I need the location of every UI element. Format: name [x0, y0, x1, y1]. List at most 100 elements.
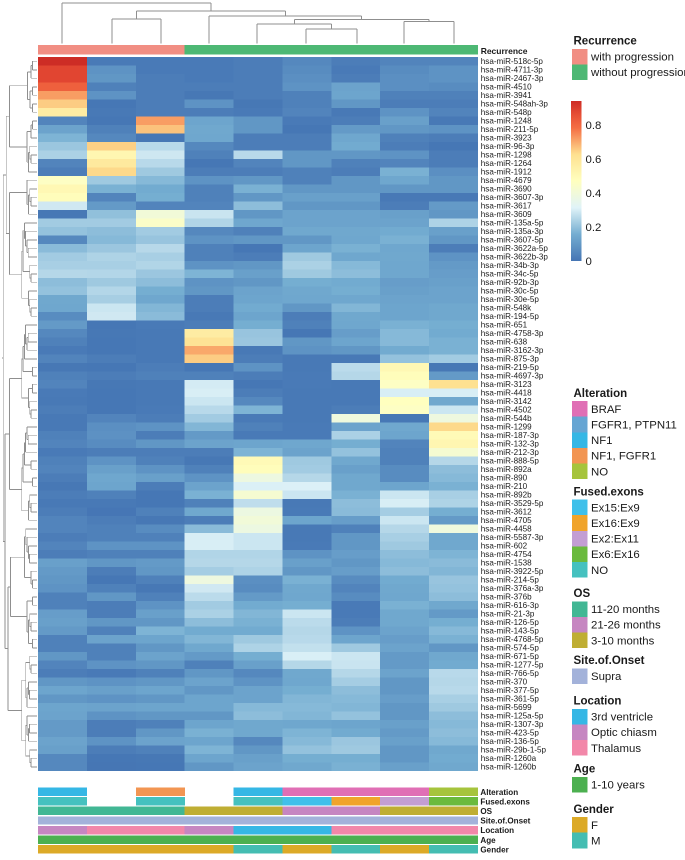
svg-text:0.4: 0.4 [586, 188, 602, 200]
svg-text:M: M [591, 836, 601, 848]
svg-text:hsa-miR-3162-3p: hsa-miR-3162-3p [481, 346, 544, 355]
svg-text:hsa-miR-4510: hsa-miR-4510 [481, 83, 532, 92]
svg-text:Recurrence: Recurrence [481, 46, 528, 56]
svg-text:hsa-miR-1307-3p: hsa-miR-1307-3p [481, 720, 544, 729]
svg-text:hsa-miR-651: hsa-miR-651 [481, 320, 528, 329]
svg-text:hsa-miR-1298: hsa-miR-1298 [481, 150, 532, 159]
svg-text:hsa-miR-4768-5p: hsa-miR-4768-5p [481, 635, 544, 644]
svg-text:hsa-miR-3123: hsa-miR-3123 [481, 380, 532, 389]
svg-text:hsa-miR-92b-3p: hsa-miR-92b-3p [481, 278, 540, 287]
svg-text:hsa-miR-377-5p: hsa-miR-377-5p [481, 686, 540, 695]
svg-text:hsa-miR-3923: hsa-miR-3923 [481, 133, 532, 142]
svg-text:hsa-miR-376b: hsa-miR-376b [481, 593, 532, 602]
svg-text:hsa-miR-212-3p: hsa-miR-212-3p [481, 448, 540, 457]
svg-text:hsa-miR-132-3p: hsa-miR-132-3p [481, 439, 540, 448]
svg-text:hsa-miR-214-5p: hsa-miR-214-5p [481, 576, 540, 585]
svg-text:0.6: 0.6 [586, 154, 602, 166]
svg-text:NO: NO [591, 565, 608, 577]
svg-text:hsa-miR-4458: hsa-miR-4458 [481, 525, 532, 534]
svg-text:hsa-miR-1260a: hsa-miR-1260a [481, 754, 537, 763]
svg-text:hsa-miR-3529-5p: hsa-miR-3529-5p [481, 499, 544, 508]
svg-text:hsa-miR-423-5p: hsa-miR-423-5p [481, 729, 540, 738]
svg-text:hsa-miR-210: hsa-miR-210 [481, 482, 528, 491]
svg-text:hsa-miR-766-5p: hsa-miR-766-5p [481, 669, 540, 678]
svg-text:hsa-miR-4711-3p: hsa-miR-4711-3p [481, 66, 543, 75]
svg-text:hsa-miR-3922-5p: hsa-miR-3922-5p [481, 567, 544, 576]
svg-text:hsa-miR-892a: hsa-miR-892a [481, 465, 532, 474]
svg-text:hsa-miR-3941: hsa-miR-3941 [481, 91, 532, 100]
svg-text:hsa-miR-890: hsa-miR-890 [481, 473, 528, 482]
svg-text:hsa-miR-4502: hsa-miR-4502 [481, 405, 532, 414]
svg-text:hsa-miR-143-5p: hsa-miR-143-5p [481, 627, 540, 636]
svg-text:without progression: without progression [590, 67, 685, 79]
svg-text:hsa-miR-4697-3p: hsa-miR-4697-3p [481, 371, 544, 380]
svg-text:hsa-miR-136-5p: hsa-miR-136-5p [481, 737, 540, 746]
svg-text:hsa-miR-574-5p: hsa-miR-574-5p [481, 644, 540, 653]
svg-text:hsa-miR-5587-3p: hsa-miR-5587-3p [481, 533, 544, 542]
svg-text:Ex6:Ex16: Ex6:Ex16 [591, 549, 640, 561]
svg-text:hsa-miR-4418: hsa-miR-4418 [481, 388, 532, 397]
svg-text:Gender: Gender [480, 845, 509, 854]
svg-text:with progression: with progression [590, 52, 674, 64]
svg-text:BRAF: BRAF [591, 404, 621, 416]
svg-text:hsa-miR-1299: hsa-miR-1299 [481, 422, 532, 431]
svg-text:Site.of.Onset: Site.of.Onset [574, 655, 645, 667]
svg-text:hsa-miR-4705: hsa-miR-4705 [481, 516, 532, 525]
svg-text:hsa-miR-4679: hsa-miR-4679 [481, 176, 532, 185]
svg-text:hsa-miR-1538: hsa-miR-1538 [481, 559, 532, 568]
svg-text:hsa-miR-548ah-3p: hsa-miR-548ah-3p [481, 100, 549, 109]
svg-text:hsa-miR-1264: hsa-miR-1264 [481, 159, 532, 168]
svg-text:Thalamus: Thalamus [591, 743, 641, 755]
svg-text:Age: Age [574, 764, 596, 776]
svg-text:hsa-miR-518c-5p: hsa-miR-518c-5p [481, 57, 544, 66]
svg-text:Optic chiasm: Optic chiasm [591, 727, 657, 739]
svg-text:hsa-miR-34b-3p: hsa-miR-34b-3p [481, 261, 540, 270]
svg-text:1-10 years: 1-10 years [591, 780, 645, 792]
svg-text:Alteration: Alteration [480, 788, 518, 797]
svg-text:hsa-miR-3617: hsa-miR-3617 [481, 201, 532, 210]
svg-text:hsa-miR-1248: hsa-miR-1248 [481, 117, 532, 126]
svg-text:NF1: NF1 [591, 435, 613, 447]
svg-text:Fused.exons: Fused.exons [480, 797, 530, 806]
svg-text:Location: Location [574, 696, 622, 708]
svg-text:F: F [591, 820, 598, 832]
svg-text:NF1, FGFR1: NF1, FGFR1 [591, 451, 656, 463]
svg-text:hsa-miR-3622b-3p: hsa-miR-3622b-3p [481, 252, 549, 261]
svg-text:hsa-miR-30e-5p: hsa-miR-30e-5p [481, 295, 540, 304]
svg-text:Location: Location [480, 826, 514, 835]
svg-text:Age: Age [480, 836, 496, 845]
svg-text:hsa-miR-671-5p: hsa-miR-671-5p [481, 652, 540, 661]
svg-text:Ex2:Ex11: Ex2:Ex11 [591, 534, 639, 546]
svg-text:NO: NO [591, 466, 608, 478]
svg-text:hsa-miR-125a-5p: hsa-miR-125a-5p [481, 712, 544, 721]
svg-text:hsa-miR-3607-3p: hsa-miR-3607-3p [481, 193, 544, 202]
svg-text:hsa-miR-3690: hsa-miR-3690 [481, 184, 532, 193]
svg-text:Fused.exons: Fused.exons [574, 486, 644, 498]
svg-text:hsa-miR-21-3p: hsa-miR-21-3p [481, 610, 535, 619]
svg-text:hsa-miR-888-5p: hsa-miR-888-5p [481, 456, 540, 465]
svg-text:hsa-miR-3609: hsa-miR-3609 [481, 210, 532, 219]
svg-text:0.2: 0.2 [586, 222, 602, 234]
svg-text:hsa-miR-30c-5p: hsa-miR-30c-5p [481, 286, 539, 295]
svg-text:OS: OS [574, 588, 591, 600]
svg-text:hsa-miR-4758-3p: hsa-miR-4758-3p [481, 329, 544, 338]
svg-text:hsa-miR-3142: hsa-miR-3142 [481, 397, 532, 406]
svg-text:21-26 months: 21-26 months [591, 620, 661, 632]
svg-text:hsa-miR-3607-5p: hsa-miR-3607-5p [481, 235, 544, 244]
svg-text:3rd ventricle: 3rd ventricle [591, 712, 653, 724]
svg-text:Gender: Gender [574, 804, 615, 816]
svg-text:hsa-miR-376a-3p: hsa-miR-376a-3p [481, 584, 544, 593]
svg-text:hsa-miR-135a-5p: hsa-miR-135a-5p [481, 218, 544, 227]
svg-text:11-20 months: 11-20 months [591, 604, 660, 616]
svg-text:Ex16:Ex9: Ex16:Ex9 [591, 518, 640, 530]
svg-text:3-10 months: 3-10 months [591, 635, 655, 647]
svg-text:0.8: 0.8 [586, 120, 602, 132]
svg-text:Site.of.Onset: Site.of.Onset [480, 817, 530, 826]
svg-text:hsa-miR-1912: hsa-miR-1912 [481, 167, 532, 176]
svg-text:hsa-miR-548p: hsa-miR-548p [481, 108, 532, 117]
svg-text:hsa-miR-544b: hsa-miR-544b [481, 414, 532, 423]
svg-text:FGFR1, PTPN11: FGFR1, PTPN11 [591, 420, 677, 432]
svg-text:hsa-miR-29b-1-5p: hsa-miR-29b-1-5p [481, 746, 547, 755]
svg-text:hsa-miR-219-5p: hsa-miR-219-5p [481, 363, 540, 372]
svg-text:hsa-miR-875-3p: hsa-miR-875-3p [481, 354, 540, 363]
